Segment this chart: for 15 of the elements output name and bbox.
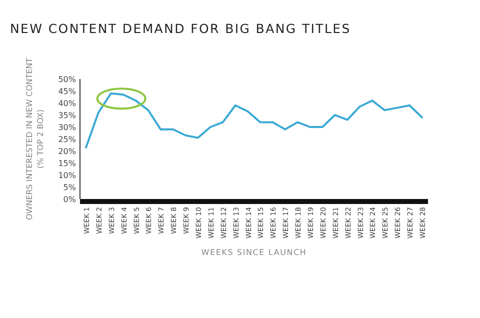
x-axis-title: WEEKS SINCE LAUNCH xyxy=(201,248,307,257)
y-tick-label: 30% xyxy=(58,122,76,132)
line-series xyxy=(85,92,423,148)
y-tick-label: 15% xyxy=(58,158,76,168)
y-tick-label: 25% xyxy=(58,134,76,144)
y-tick-label: 40% xyxy=(58,98,76,108)
y-tick-label: 35% xyxy=(58,110,76,120)
y-tick-label: 20% xyxy=(58,146,76,156)
chart-title: NEW CONTENT DEMAND FOR BIG BANG TITLES xyxy=(10,21,351,36)
y-axis-title: OWNERS INTERESTED IN NEW CONTENT (% TOP 2 BOX) xyxy=(25,58,45,220)
y-tick-label: 10% xyxy=(58,170,76,180)
y-tick-label: 50% xyxy=(58,74,76,84)
y-tick-label: 0% xyxy=(63,194,76,204)
y-tick-label: 5% xyxy=(63,182,76,192)
y-tick-label: 45% xyxy=(58,86,76,96)
